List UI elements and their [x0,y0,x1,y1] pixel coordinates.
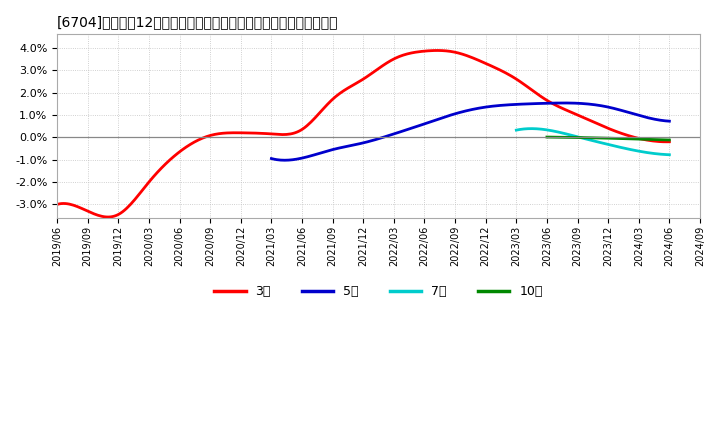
Legend: 3年, 5年, 7年, 10年: 3年, 5年, 7年, 10年 [210,280,548,303]
Text: [6704]　売上高12か月移動合計の対前年同期増減率の平均値の推移: [6704] 売上高12か月移動合計の対前年同期増減率の平均値の推移 [57,15,338,29]
